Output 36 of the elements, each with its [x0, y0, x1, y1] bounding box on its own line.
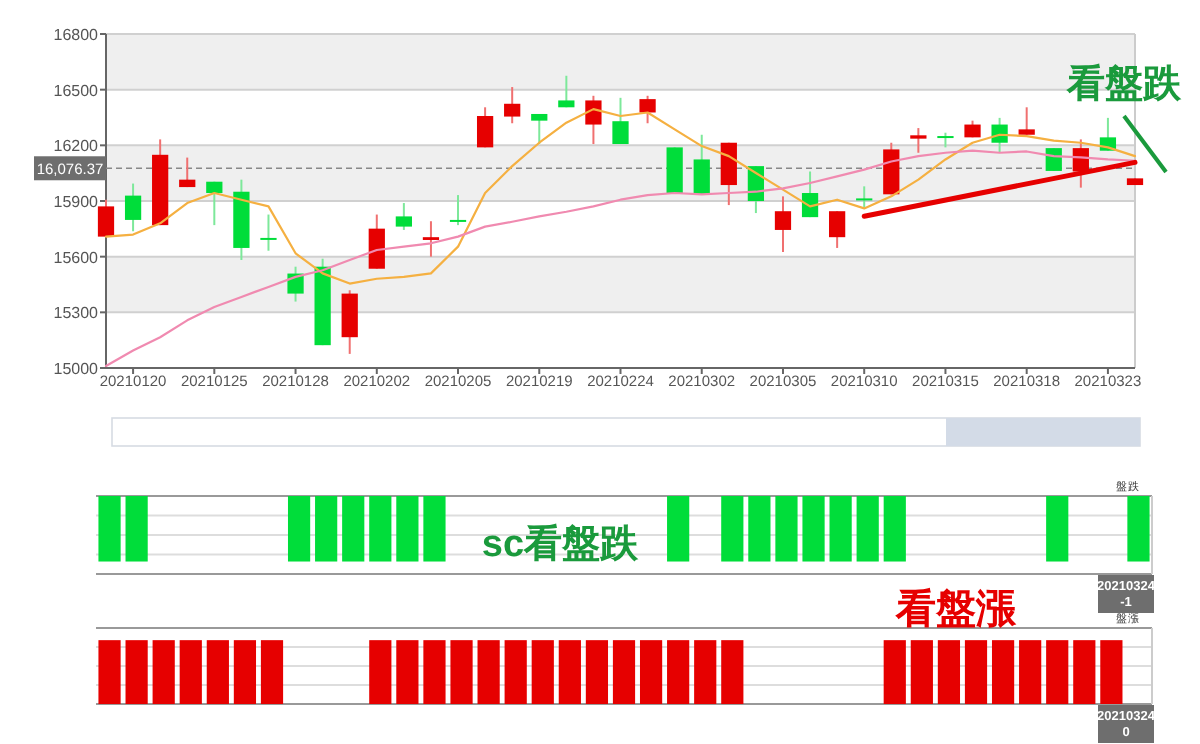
candlestick	[504, 86, 521, 125]
candlestick	[585, 94, 602, 146]
candlestick	[1018, 106, 1035, 136]
candlestick	[693, 133, 710, 196]
candlestick	[179, 156, 196, 189]
candlestick	[720, 141, 737, 207]
y-tick-label: 15300	[53, 304, 100, 323]
candlestick	[476, 106, 494, 149]
y-tick-label: 15600	[53, 248, 100, 267]
annotation: 看盤跌	[1065, 62, 1183, 106]
candlestick	[422, 220, 440, 258]
annotation: sc看盤跌	[481, 522, 641, 566]
candlestick	[558, 74, 575, 109]
candlestick	[991, 116, 1008, 154]
y-tick-label: 16200	[53, 137, 100, 156]
candlestick	[341, 289, 358, 355]
candlestick	[774, 195, 792, 254]
y-tick-label: 16500	[53, 81, 100, 100]
candlestick	[395, 202, 412, 231]
candlestick	[368, 213, 385, 270]
candlestick	[856, 185, 873, 209]
candlestick	[124, 182, 142, 233]
y-tick-label: 15900	[53, 193, 100, 211]
text: 看盤漲	[894, 586, 1018, 632]
candlestick	[639, 94, 656, 125]
candlestick	[206, 180, 223, 227]
y-tick-label: 15000	[53, 360, 100, 378]
y-tick-label: 16800	[53, 26, 100, 44]
candlestick	[531, 112, 548, 146]
candlestick	[829, 210, 846, 249]
candlestick	[910, 127, 927, 154]
candlestick	[449, 194, 467, 227]
candlestick	[260, 213, 277, 252]
candlestick	[612, 96, 629, 146]
candlestick	[287, 265, 304, 303]
candlestick	[666, 146, 683, 195]
